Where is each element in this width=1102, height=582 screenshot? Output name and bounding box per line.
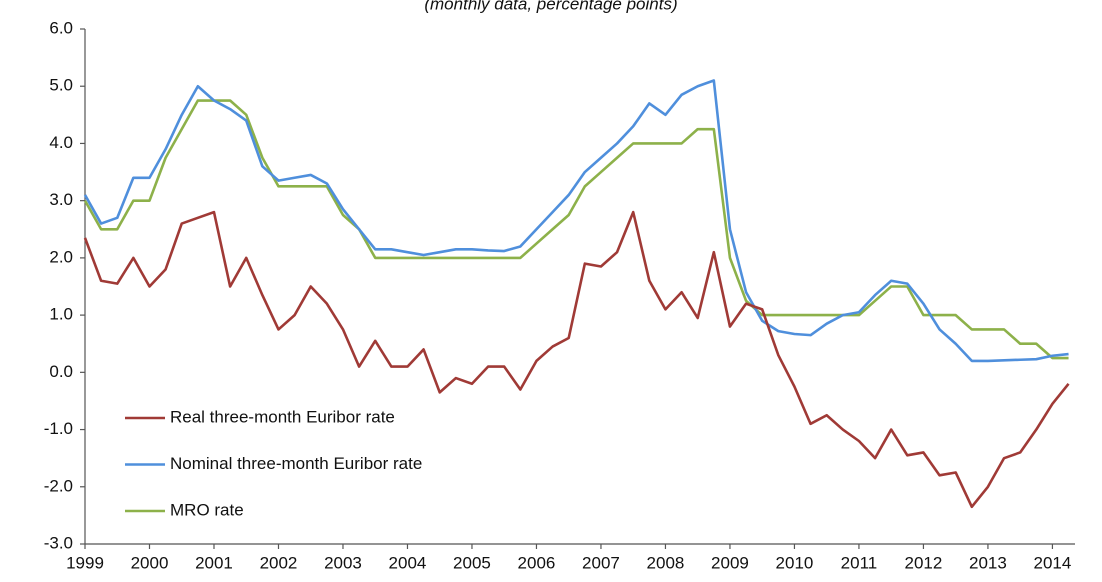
y-tick-label: 1.0 bbox=[49, 305, 73, 324]
y-tick-label: -2.0 bbox=[44, 476, 73, 495]
x-tick-label: 2001 bbox=[195, 553, 233, 572]
series-line bbox=[83, 79, 1069, 363]
x-tick-label: 2002 bbox=[260, 553, 298, 572]
x-tick-label: 2003 bbox=[324, 553, 362, 572]
series-line bbox=[83, 210, 1070, 509]
legend-label: Nominal three-month Euribor rate bbox=[170, 454, 422, 473]
series-line bbox=[83, 99, 1069, 360]
x-tick-label: 2004 bbox=[389, 553, 427, 572]
x-tick-label: 1999 bbox=[66, 553, 104, 572]
x-tick-label: 2014 bbox=[1034, 553, 1072, 572]
y-tick-label: 3.0 bbox=[49, 190, 73, 209]
legend-label: Real three-month Euribor rate bbox=[170, 407, 395, 426]
legend-label: MRO rate bbox=[170, 500, 244, 519]
x-tick-label: 2013 bbox=[969, 553, 1007, 572]
x-tick-label: 2010 bbox=[776, 553, 814, 572]
x-tick-label: 2000 bbox=[131, 553, 169, 572]
x-tick-label: 2012 bbox=[905, 553, 943, 572]
x-tick-label: 2008 bbox=[647, 553, 685, 572]
y-tick-label: -1.0 bbox=[44, 419, 73, 438]
x-tick-label: 2011 bbox=[841, 553, 878, 572]
y-tick-label: 0.0 bbox=[49, 362, 73, 381]
x-tick-label: 2006 bbox=[518, 553, 556, 572]
x-tick-label: 2009 bbox=[711, 553, 749, 572]
y-tick-label: 4.0 bbox=[49, 133, 73, 152]
y-tick-label: 2.0 bbox=[49, 247, 73, 266]
y-tick-label: 5.0 bbox=[49, 76, 73, 95]
y-tick-label: 6.0 bbox=[49, 18, 73, 37]
y-tick-label: -3.0 bbox=[44, 533, 73, 552]
x-tick-label: 2007 bbox=[582, 553, 620, 572]
chart-subtitle: (monthly data, percentage points) bbox=[424, 0, 677, 13]
x-tick-label: 2005 bbox=[453, 553, 491, 572]
